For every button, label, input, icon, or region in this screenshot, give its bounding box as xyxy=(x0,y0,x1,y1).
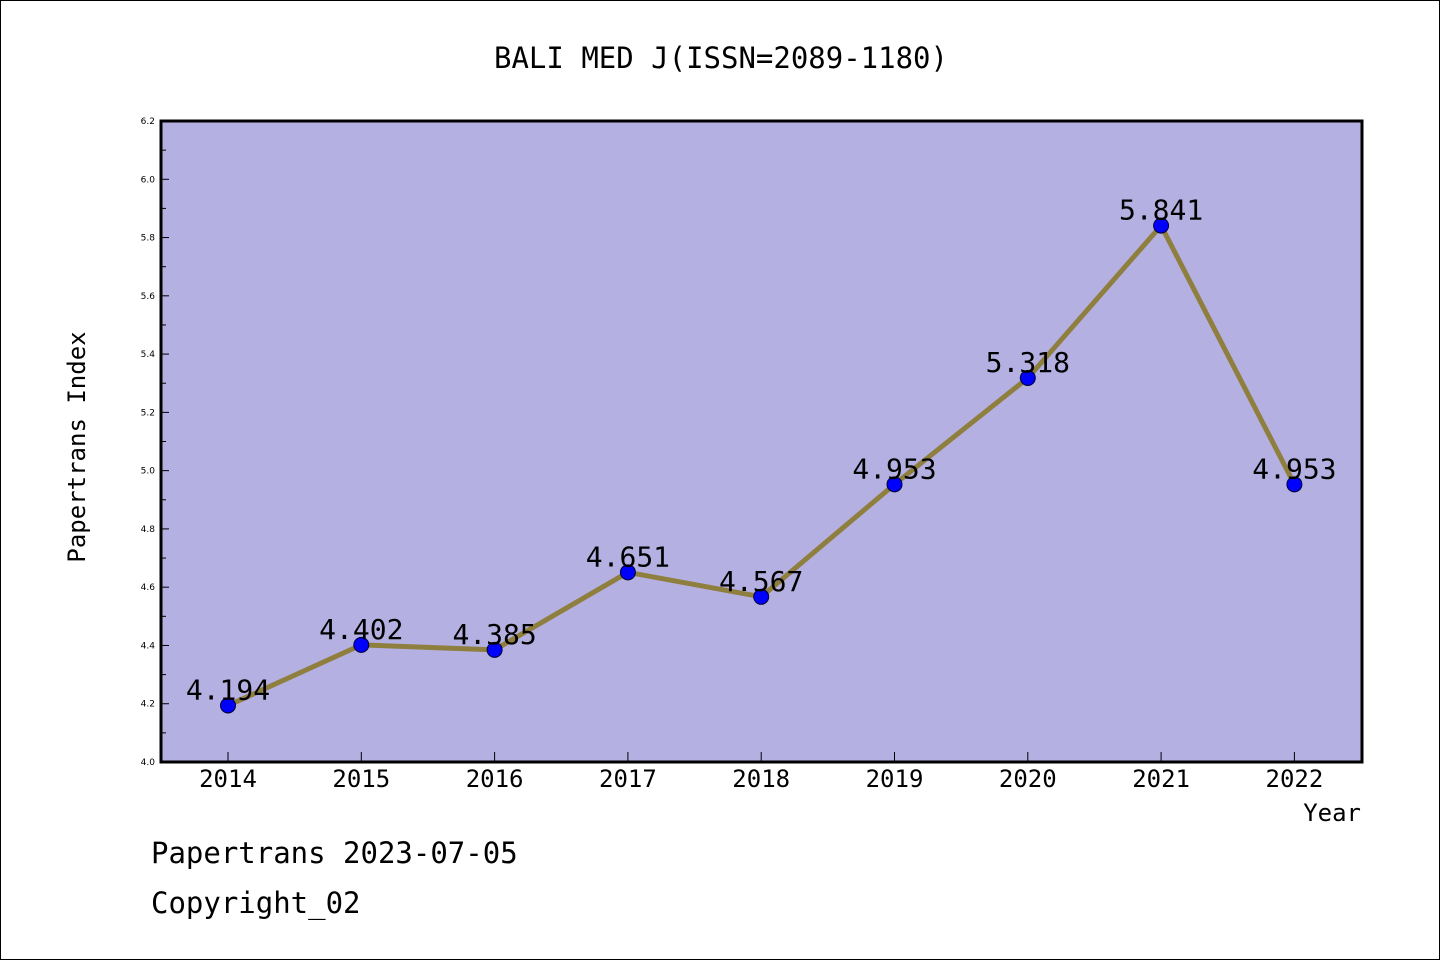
data-point xyxy=(1019,369,1036,386)
data-point xyxy=(1153,217,1170,234)
chart-title: BALI MED J(ISSN=2089-1180) xyxy=(494,41,948,75)
y-tick-label: 4.8 xyxy=(141,525,156,535)
data-label: 4.567 xyxy=(719,565,803,598)
footer-copyright: Copyright_02 xyxy=(151,886,361,920)
y-tick-label: 5.4 xyxy=(141,350,156,360)
data-label: 4.953 xyxy=(852,452,936,485)
data-point xyxy=(619,564,636,581)
x-tick-label: 2015 xyxy=(332,765,390,793)
data-point xyxy=(886,476,903,493)
data-point xyxy=(486,641,503,658)
y-axis: 4.0 4.2 4.4 4.6 4.8 5.0 5.2 5.4 5.6 5.8 6.0 6.2 xyxy=(141,117,169,768)
x-axis: 2014 2015 2016 2017 2018 2019 2020 2021 2022 xyxy=(199,752,1323,793)
data-label: 4.385 xyxy=(452,618,536,651)
data-label: 4.194 xyxy=(186,673,270,706)
series-markers xyxy=(220,217,1303,714)
data-point xyxy=(1286,476,1303,493)
y-tick-label: 4.0 xyxy=(141,758,156,768)
y-tick-label: 5.6 xyxy=(141,292,156,302)
data-point xyxy=(353,636,370,653)
x-tick-label: 2017 xyxy=(599,765,657,793)
x-axis-label: Year xyxy=(1303,799,1361,827)
y-tick-label: 6.2 xyxy=(141,117,155,127)
x-tick-label: 2014 xyxy=(199,765,257,793)
y-tick-label: 5.0 xyxy=(141,467,156,477)
data-point xyxy=(220,697,236,714)
x-tick-label: 2020 xyxy=(999,765,1057,793)
data-label: 4.651 xyxy=(586,540,670,573)
y-tick-label: 5.8 xyxy=(141,234,156,244)
data-labels: 4.194 4.402 4.385 4.651 4.567 4.953 5.318 5.841… xyxy=(186,194,1337,707)
x-tick-label: 2022 xyxy=(1266,765,1324,793)
data-label: 5.841 xyxy=(1119,194,1203,227)
footer-date: Papertrans 2023-07-05 xyxy=(151,836,518,870)
x-tick-label: 2021 xyxy=(1132,765,1190,793)
y-tick-label: 6.0 xyxy=(141,175,156,185)
x-tick-label: 2018 xyxy=(732,765,790,793)
y-tick-label: 4.6 xyxy=(141,583,156,593)
y-tick-label: 4.4 xyxy=(141,641,156,651)
y-axis-label: Papertrans Index xyxy=(63,331,91,562)
x-tick-label: 2016 xyxy=(466,765,524,793)
data-label: 4.402 xyxy=(319,613,403,646)
data-label: 4.953 xyxy=(1252,452,1336,485)
x-tick-label: 2019 xyxy=(866,765,924,793)
data-point xyxy=(753,588,770,605)
y-tick-label: 5.2 xyxy=(141,408,155,418)
y-tick-label: 4.2 xyxy=(141,700,155,710)
data-label: 5.318 xyxy=(986,346,1070,379)
